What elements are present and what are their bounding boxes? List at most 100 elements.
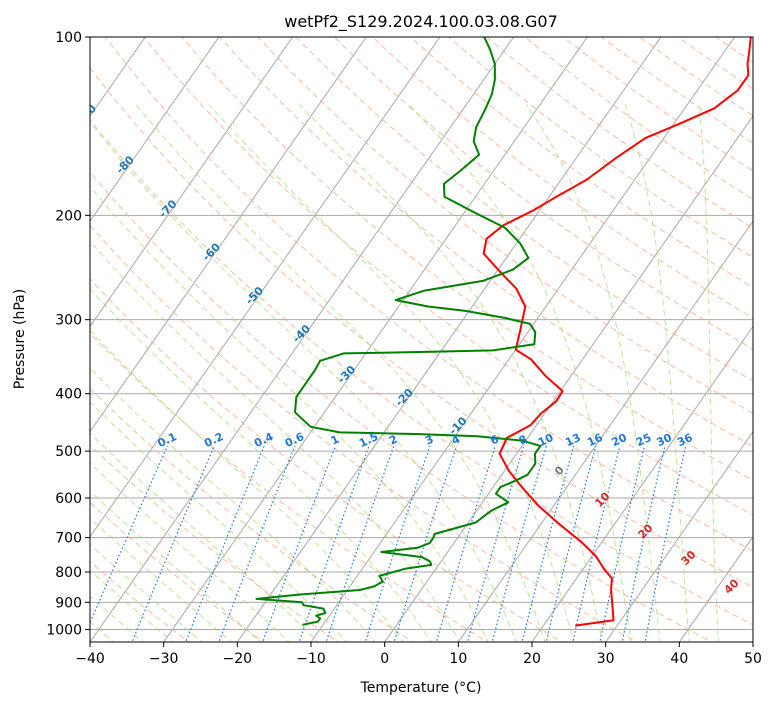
mixing-ratio-line bbox=[435, 445, 496, 642]
dry-adiabat-label: -40 bbox=[290, 322, 313, 345]
isotherm-line bbox=[90, 37, 441, 538]
isotherm-line bbox=[163, 37, 588, 642]
mixing-ratio-line bbox=[521, 445, 575, 642]
mixing-ratio-label: 8 bbox=[517, 433, 529, 448]
profile-curves bbox=[255, 37, 752, 627]
x-tick-label: −20 bbox=[223, 651, 253, 667]
dry-adiabat-label: -30 bbox=[335, 363, 358, 386]
y-tick-label: 500 bbox=[55, 444, 82, 460]
dry-adiabat-label: -80 bbox=[114, 153, 137, 176]
dry-adiabat-line bbox=[562, 37, 753, 172]
moist-adiabat-line bbox=[208, 104, 575, 642]
x-tick-label: 30 bbox=[597, 651, 615, 667]
dry-adiabat-label: -90 bbox=[76, 102, 99, 125]
moist-adiabat-line bbox=[90, 569, 174, 642]
y-axis-label: Pressure (hPa) bbox=[12, 289, 28, 389]
dry-adiabat-line bbox=[371, 37, 753, 319]
dry-adiabat-line bbox=[524, 37, 753, 200]
moist-adiabat-line bbox=[90, 517, 232, 642]
moist-adiabat-line bbox=[408, 104, 632, 642]
dry-adiabat-line bbox=[90, 444, 340, 642]
y-tick-label: 700 bbox=[55, 531, 82, 547]
mixing-ratio-line bbox=[621, 445, 666, 642]
dry-adiabat-line bbox=[90, 224, 639, 642]
mixing-ratio-label: 30 bbox=[655, 431, 675, 449]
dry-adiabat-line bbox=[90, 67, 753, 588]
mixing-ratio-label: 20 bbox=[609, 431, 629, 449]
x-tick-label: −10 bbox=[296, 651, 326, 667]
mixing-ratio-label: 2 bbox=[387, 433, 399, 448]
isotherm-line bbox=[384, 115, 753, 642]
mixing-ratio-line bbox=[393, 445, 458, 642]
dewpoint-profile-line bbox=[255, 37, 542, 626]
x-tick-label: 10 bbox=[449, 651, 467, 667]
moist-adiabat-line bbox=[624, 104, 690, 642]
moist-adiabat-label: 0 bbox=[552, 463, 567, 478]
mixing-ratio-label: 6 bbox=[488, 432, 501, 447]
dry-adiabat-line bbox=[295, 37, 753, 382]
dry-adiabat-label: -50 bbox=[243, 284, 266, 307]
mixing-ratio-line bbox=[131, 445, 215, 642]
dry-adiabat-label: -20 bbox=[393, 386, 416, 409]
dry-adiabat-line bbox=[90, 501, 265, 642]
x-tick-label: 20 bbox=[523, 651, 541, 667]
mixing-ratio-line bbox=[185, 445, 265, 642]
moist-adiabat-label: 20 bbox=[635, 521, 655, 541]
x-axis-label: Temperature (°C) bbox=[360, 680, 482, 696]
dry-adiabat-line bbox=[90, 171, 713, 642]
moist-adiabat-line bbox=[90, 185, 489, 642]
mixing-ratio-label: 16 bbox=[585, 431, 605, 449]
mixing-ratio-label: 0.6 bbox=[283, 430, 306, 450]
isotherm-line bbox=[90, 37, 294, 328]
mixing-ratio-label: 10 bbox=[536, 431, 556, 449]
moist-adiabat-line bbox=[698, 104, 719, 642]
plot-frame bbox=[89, 36, 754, 643]
y-tick-label: 900 bbox=[55, 595, 82, 611]
y-tick-label: 100 bbox=[55, 30, 82, 46]
dry-adiabat-line bbox=[486, 37, 753, 229]
dry-adiabat-label: -10 bbox=[446, 414, 469, 437]
mixing-ratio-line bbox=[325, 445, 395, 642]
moist-adiabat-line bbox=[90, 432, 319, 642]
isotherm-line bbox=[90, 37, 515, 642]
temperature-profile-line bbox=[482, 37, 752, 627]
moist-adiabat-line bbox=[90, 490, 261, 642]
mixing-ratio-label: 0.1 bbox=[156, 430, 179, 450]
x-tick-label: −40 bbox=[75, 651, 105, 667]
moist-adiabat-line bbox=[90, 543, 203, 642]
mixing-ratio-line bbox=[572, 445, 621, 642]
mixing-ratio-line bbox=[491, 445, 547, 642]
dry-adiabat-label: -100 bbox=[34, 49, 63, 78]
y-tick-label: 200 bbox=[55, 208, 82, 224]
moist-adiabat-line bbox=[90, 462, 290, 642]
dry-adiabat-line bbox=[600, 37, 753, 144]
y-tick-label: 1000 bbox=[46, 622, 82, 638]
isotherm-line bbox=[605, 430, 753, 642]
isotherm-line bbox=[531, 325, 753, 642]
moist-adiabat-line bbox=[298, 104, 603, 642]
chart-title: wetPf2_S129.2024.100.03.08.G07 bbox=[284, 12, 558, 32]
x-tick-label: −30 bbox=[149, 651, 179, 667]
mixing-ratio-line bbox=[364, 445, 431, 642]
mixing-ratio-label: 0.2 bbox=[202, 430, 225, 450]
thermo-line-labels: 0.1 0.2 0.4 0.6 1 1.5 2 3 4 6 8 10 13 16 20 25 30 36-100-… bbox=[34, 49, 742, 597]
isotherm-line bbox=[0, 24, 7, 645]
moist-adiabat-line bbox=[90, 367, 376, 642]
y-tick-label: 300 bbox=[55, 313, 82, 329]
moist-adiabat-label: 30 bbox=[679, 548, 699, 568]
mixing-ratio-line bbox=[298, 445, 370, 642]
y-tick-label: 600 bbox=[55, 491, 82, 507]
mixing-ratio-label: 1 bbox=[329, 433, 341, 448]
isotherm-line bbox=[90, 37, 367, 433]
isotherm-line bbox=[310, 37, 736, 642]
isotherm-line bbox=[678, 535, 753, 642]
y-tick-label: 400 bbox=[55, 387, 82, 403]
moist-adiabat-line bbox=[90, 329, 404, 642]
mixing-ratio-label: 36 bbox=[675, 431, 695, 449]
dry-adiabat-line bbox=[90, 278, 564, 642]
x-tick-label: 0 bbox=[380, 651, 389, 667]
x-tick-label: 50 bbox=[744, 651, 762, 667]
mixing-ratio-line bbox=[545, 445, 597, 642]
dry-adiabat-line bbox=[409, 37, 753, 289]
